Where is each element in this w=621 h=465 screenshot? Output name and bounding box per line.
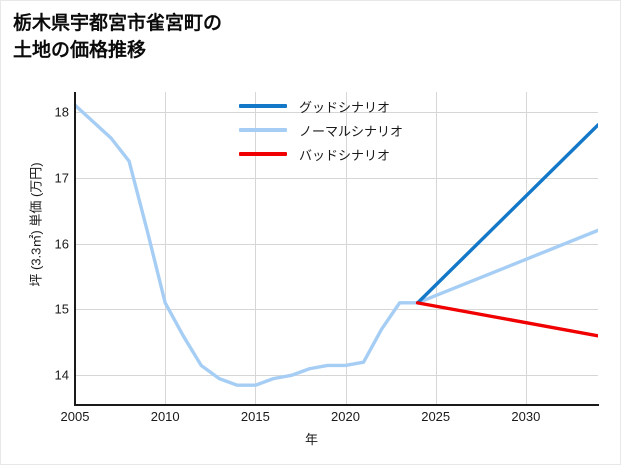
x-axis-title: 年 [304, 432, 318, 447]
gridline-x [525, 92, 527, 405]
y-tick-label: 14 [54, 367, 69, 383]
plot-background [75, 92, 598, 405]
x-tick-label: 2010 [150, 409, 180, 424]
page-title: 栃木県宇都宮市雀宮町の 土地の価格推移 [13, 13, 223, 61]
gridline-y [75, 309, 598, 311]
gridline-x [165, 92, 167, 405]
plot-area [75, 92, 598, 405]
gridline-x [255, 92, 257, 405]
x-tick-label: 2030 [511, 409, 541, 424]
series-lines [75, 103, 598, 387]
y-axis-tick-labels: 14 15 16 17 18 [35, 92, 69, 405]
y-tick-label: 18 [54, 104, 69, 120]
series-line [75, 103, 598, 387]
y-axis-line [74, 92, 76, 405]
x-tick-label: 2005 [60, 409, 90, 424]
series-line [415, 123, 598, 305]
gridline-y [75, 243, 598, 245]
legend-item[interactable]: グッドシナリオ [239, 94, 439, 118]
x-tick-label: 2015 [240, 409, 270, 424]
gridline-x [345, 92, 347, 405]
legend-label: グッドシナリオ [299, 99, 391, 115]
x-axis-line [74, 404, 599, 406]
legend-color-swatch [239, 104, 287, 108]
gridline-y [75, 375, 598, 377]
x-tick-label: 2020 [331, 409, 360, 424]
y-tick-label: 17 [54, 170, 69, 186]
chart-legend: グッドシナリオ ノーマルシナリオ バッドシナリオ [239, 94, 439, 166]
gridline-y [75, 111, 598, 113]
y-tick-label: 16 [54, 236, 69, 252]
y-axis-title: 坪 (3.3㎡) 単価 (万円) [28, 162, 44, 287]
gridline-x [435, 92, 437, 405]
gridline-y [75, 177, 598, 179]
legend-label: バッドシナリオ [299, 147, 391, 163]
legend-color-swatch [239, 152, 287, 156]
y-tick-label: 15 [54, 301, 69, 317]
x-axis-tick-labels: 2005 2010 2015 2020 2025 2030 [1, 409, 620, 429]
series-line [415, 301, 598, 338]
legend-color-swatch [239, 128, 287, 132]
legend-label: ノーマルシナリオ [299, 123, 404, 139]
legend-item[interactable]: バッドシナリオ [239, 142, 439, 166]
legend-item[interactable]: ノーマルシナリオ [239, 118, 439, 142]
x-tick-label: 2025 [421, 409, 451, 424]
